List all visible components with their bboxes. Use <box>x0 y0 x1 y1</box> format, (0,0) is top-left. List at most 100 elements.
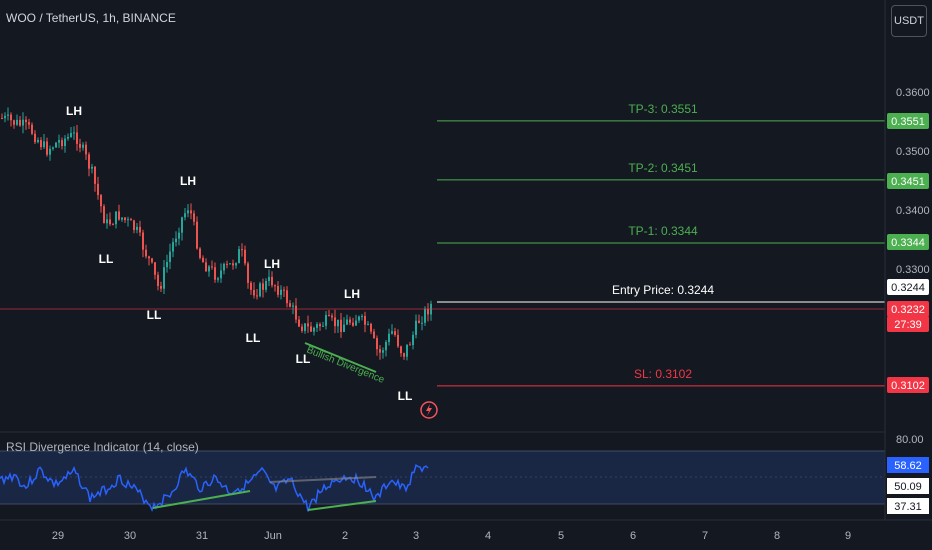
candle-body <box>385 342 387 351</box>
rsi-divergence-line-1 <box>152 490 251 509</box>
candle-body <box>160 286 162 289</box>
candle-body <box>196 221 198 249</box>
candle-body <box>169 251 171 262</box>
candle-body <box>79 143 81 148</box>
candle-body <box>10 114 12 121</box>
rsi-badge-label: 50.09 <box>894 481 922 493</box>
candle-body <box>310 326 312 332</box>
currency-button[interactable]: USDT <box>891 5 927 37</box>
symbol-title[interactable]: WOO / TetherUS, 1h, BINANCE <box>6 11 176 25</box>
candle-body <box>358 316 360 321</box>
rsi-badge-label: 58.62 <box>894 460 922 472</box>
candle-body <box>46 141 48 155</box>
price-badge-label: 0.3102 <box>891 380 925 392</box>
candle-body <box>397 334 399 347</box>
price-axis[interactable]: 0.3600 0.3500 0.3400 0.3300 <box>896 87 930 276</box>
structure-label: LH <box>180 174 196 188</box>
structure-label: LL <box>246 331 261 345</box>
rsi-top-tick: 80.00 <box>896 434 924 446</box>
level-label: Entry Price: 0.3244 <box>612 283 714 297</box>
candle-body <box>52 147 54 149</box>
candle-body <box>223 263 225 271</box>
candle-body <box>13 120 15 125</box>
structure-label: LH <box>66 104 82 118</box>
candle-body <box>409 344 411 346</box>
candle-body <box>175 238 177 243</box>
candle-body <box>166 261 168 268</box>
candle-body <box>331 315 333 318</box>
candle-body <box>67 136 69 139</box>
price-tick: 0.3500 <box>896 146 930 158</box>
candle-body <box>163 267 165 289</box>
structure-label: LL <box>296 352 311 366</box>
candle-body <box>343 324 345 332</box>
candle-body <box>307 323 309 327</box>
candle-body <box>388 333 390 343</box>
time-axis[interactable]: 29 30 31 Jun 2 3 4 5 6 7 8 9 <box>52 530 851 542</box>
candle-body <box>4 115 6 119</box>
candle-body <box>253 289 255 296</box>
candle-body <box>208 266 210 272</box>
time-tick: 31 <box>196 530 208 542</box>
candle-body <box>97 183 99 196</box>
candle-body <box>391 331 393 334</box>
candle-body <box>214 267 216 280</box>
rsi-indicator-title[interactable]: RSI Divergence Indicator (14, close) <box>6 440 199 454</box>
candle-body <box>187 210 189 214</box>
candle-body <box>286 290 288 304</box>
candle-body <box>172 242 174 252</box>
candle-body <box>241 249 243 251</box>
candle-body <box>346 319 348 325</box>
time-tick: 7 <box>702 530 708 542</box>
candle-body <box>298 319 300 327</box>
candle-body <box>7 114 9 116</box>
candle-body <box>118 211 120 220</box>
candle-body <box>265 281 267 290</box>
candle-body <box>25 119 27 123</box>
candle-body <box>40 139 42 148</box>
alert-lightning-icon[interactable] <box>420 401 438 419</box>
candle-body <box>232 263 234 266</box>
candle-body <box>100 195 102 207</box>
candle-body <box>301 326 303 331</box>
candle-body <box>238 249 240 264</box>
price-badge <box>887 279 929 295</box>
candle-body <box>22 119 24 126</box>
candle-body <box>115 211 117 225</box>
candle-body <box>370 323 372 332</box>
price-badge <box>887 113 929 129</box>
price-badges: 0.3551 0.3451 0.3344 0.3244 0.3232 27:39 0.310… <box>887 113 929 393</box>
price-badge-label: 0.3551 <box>891 116 925 128</box>
structure-label: LL <box>398 389 413 403</box>
candle-body <box>361 315 363 317</box>
candle-body <box>61 140 63 147</box>
candle-body <box>337 319 339 327</box>
candle-body <box>421 322 423 324</box>
price-badge <box>887 377 929 393</box>
level-label: TP-3: 0.3551 <box>628 102 698 116</box>
candle-body <box>31 124 33 134</box>
candle-body <box>28 122 30 125</box>
candle-body <box>340 319 342 332</box>
candle-body <box>244 249 246 264</box>
candle-body <box>280 289 282 295</box>
price-tick: 0.3600 <box>896 87 930 99</box>
candle-body <box>184 213 186 218</box>
price-badge <box>887 301 929 317</box>
candle-body <box>292 305 294 307</box>
price-badge-label: 0.3451 <box>891 176 925 188</box>
candle-body <box>220 270 222 279</box>
candle-body <box>334 317 336 327</box>
price-badge <box>887 316 929 332</box>
candle-body <box>139 226 141 233</box>
candle-body <box>271 276 273 286</box>
candle-body <box>316 324 318 328</box>
rsi-divergence-line-2 <box>307 500 377 511</box>
candle-body <box>181 217 183 233</box>
price-badge <box>887 173 929 189</box>
time-tick: 30 <box>124 530 136 542</box>
candle-body <box>199 248 201 258</box>
candle-body <box>277 285 279 295</box>
candle-body <box>400 346 402 354</box>
